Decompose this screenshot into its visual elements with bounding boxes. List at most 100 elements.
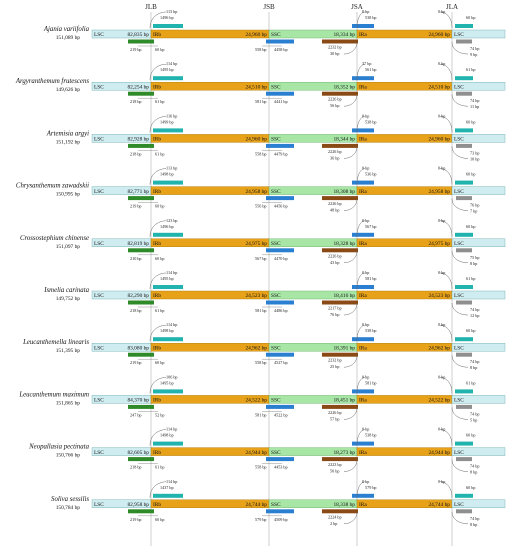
junction-headers: JLB JSB JSA JLA <box>145 3 458 11</box>
species-row: Leucanthemella linearis 151,395 bp LSC 83,0… <box>22 322 506 370</box>
top-label-5: 0 bp <box>438 479 445 484</box>
lsc-label-right: LSC <box>454 137 464 143</box>
top-label-2: 1498 bp <box>160 172 174 177</box>
bottom-label-5: 2223 bp <box>328 462 342 467</box>
bottom-label-2: 60 bp <box>155 517 164 522</box>
bottom-label-7: 75 bp <box>470 255 479 260</box>
gene-below-jlb <box>128 143 154 148</box>
gene-above-jlb <box>153 337 183 342</box>
top-label-2: 1437 bp <box>160 485 174 490</box>
lsc-region-right <box>451 499 506 508</box>
top-label-4: 561 bp <box>365 67 377 72</box>
ira-label: IRa <box>359 502 367 508</box>
bottom-label-8: 8 bp <box>470 365 477 370</box>
bottom-label-5: 2217 bp <box>328 306 342 311</box>
top-label-1: 116 bp <box>166 113 177 118</box>
gene-below-jlb <box>128 91 154 96</box>
top-label-5: 0 bp <box>438 322 445 327</box>
species-name: Argyranthemum frutescens <box>15 78 90 85</box>
gene-below-jsb <box>266 457 294 462</box>
gene-above-jsa <box>352 389 374 394</box>
gene-below-jsa <box>322 509 358 514</box>
arc-top-jsa <box>356 116 366 133</box>
species-name: Crossostephium chinense <box>20 235 89 242</box>
arc-bottom-jla <box>451 250 469 264</box>
bottom-label-8: 8 bp <box>470 261 477 266</box>
arc-top-jsa <box>356 377 366 394</box>
gene-below-jla <box>456 91 472 96</box>
gene-above-jlb <box>153 285 183 289</box>
lsc-length: 82,928 bp <box>127 137 149 143</box>
lsc-region-right <box>451 343 506 352</box>
ssc-label: SSC <box>271 450 281 456</box>
top-label-1: 114 bp <box>166 427 177 432</box>
bottom-label-3: 558 bp <box>255 151 267 156</box>
bottom-label-8: 8 bp <box>470 470 477 475</box>
arc-top-jlb <box>149 168 167 185</box>
species-row: Ismelia carinata 149,752 bp LSC 82,290 bp IR… <box>43 270 506 318</box>
gene-below-jla <box>456 457 472 462</box>
bottom-label-3: 567 bp <box>255 256 267 261</box>
gene-above-jla <box>455 285 473 289</box>
arc-top-jla <box>439 168 453 185</box>
species-row: Artemisia argyi 151,192 bp LSC 82,928 bp IRb… <box>46 113 506 161</box>
arc-top-jlb <box>149 63 167 81</box>
bottom-label-6: 76 bp <box>330 312 339 317</box>
lsc-length: 82,835 bp <box>127 32 149 38</box>
arc-top-jsa <box>356 220 366 237</box>
gene-above-jla <box>455 493 473 498</box>
top-label-4: 538 bp <box>365 433 377 438</box>
lsc-label-right: LSC <box>454 398 464 404</box>
arc-top-jlb <box>149 377 167 394</box>
ssc-length: 18,308 bp <box>333 189 355 195</box>
gene-below-jsa <box>322 352 358 357</box>
species-row: Chrysanthemum zawadskii 150,995 bp LSC 82,7… <box>16 166 506 214</box>
species-name: Ismelia carinata <box>43 287 89 294</box>
bottom-label-8: 10 bp <box>470 156 479 161</box>
gene-above-jlb <box>153 493 183 498</box>
top-label-2: 1495 bp <box>160 67 174 72</box>
species-row: Crossostephium chinense 151,097 bp LSC 82,8… <box>20 218 506 266</box>
arc-top-jla <box>439 429 453 446</box>
lsc-length: 82,771 bp <box>127 189 149 195</box>
bottom-label-4: 4479 bp <box>274 151 288 156</box>
gene-below-jsa <box>322 457 358 462</box>
arc-top-jsa <box>356 272 366 290</box>
gene-below-jsa <box>322 300 358 305</box>
irb-label: IRb <box>153 398 161 404</box>
top-label-5: 0 bp <box>438 166 445 171</box>
top-label-4: 538 bp <box>365 15 377 20</box>
bottom-label-8: 8 bp <box>470 522 477 527</box>
top-label-6: 61 bp <box>466 276 475 281</box>
ira-length: 24,975 bp <box>428 241 450 247</box>
gene-below-jlb <box>128 404 154 409</box>
bottom-label-4: 4527 bp <box>274 360 288 365</box>
arc-top-jsa <box>356 481 366 498</box>
junction-label: JLB <box>145 3 157 11</box>
species-name: Chrysanthemum zawadskii <box>16 183 89 190</box>
bottom-label-8: 7 bp <box>470 209 477 214</box>
ssc-length: 18,416 bp <box>333 293 355 299</box>
gene-below-jsb <box>266 404 294 409</box>
ssc-length: 18,338 bp <box>333 502 355 508</box>
gene-above-jlb <box>153 180 183 185</box>
ira-label: IRa <box>359 137 367 143</box>
ira-length: 24,523 bp <box>428 293 450 299</box>
top-label-6: 60 bp <box>466 328 475 333</box>
gene-above-jsa <box>352 337 374 342</box>
gene-below-jlb <box>128 300 154 305</box>
ira-label: IRa <box>359 241 367 247</box>
arc-top-jlb <box>149 272 167 290</box>
lsc-label: LSC <box>94 241 104 247</box>
gene-above-jlb <box>153 76 183 81</box>
top-label-2: 1495 bp <box>160 276 174 281</box>
bottom-label-3: 558 bp <box>255 360 267 365</box>
top-label-4: 581 bp <box>365 276 377 281</box>
lsc-label: LSC <box>94 345 104 351</box>
bottom-label-5: 2226 bp <box>328 410 342 415</box>
bottom-label-2: 60 bp <box>155 47 164 52</box>
lsc-label-right: LSC <box>454 450 464 456</box>
gene-above-jsa <box>352 24 374 28</box>
lsc-region-right <box>451 395 506 404</box>
top-label-3: 0 bp <box>362 427 369 432</box>
